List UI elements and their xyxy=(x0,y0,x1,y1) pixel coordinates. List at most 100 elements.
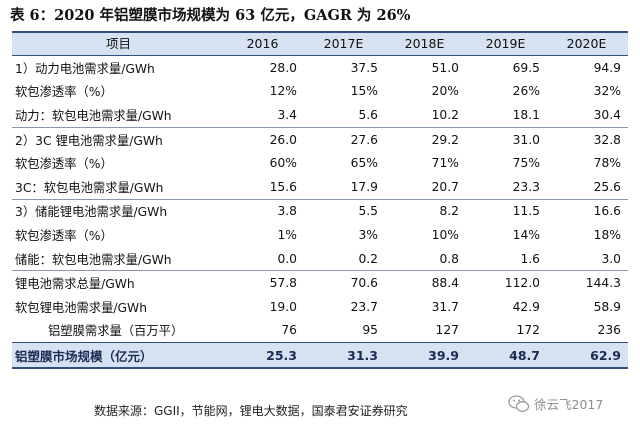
header-2020e: 2020E xyxy=(566,36,607,51)
row-label: 软包渗透率（%） xyxy=(15,85,113,100)
table-row: 软包锂电池需求量/GWh 19.0 23.7 31.7 42.9 58.9 xyxy=(12,295,628,319)
row-label: 软包渗透率（%） xyxy=(15,228,113,243)
table-row: 软包渗透率（%） 1% 3% 10% 14% 18% xyxy=(12,223,628,247)
header-item: 项目 xyxy=(105,36,131,51)
table-row: 2）3C 锂电池需求量/GWh 26.0 27.6 29.2 31.0 32.8 xyxy=(12,126,628,152)
row-value: 10% xyxy=(431,227,459,242)
row-value: 16.6 xyxy=(593,204,621,219)
table-row: 动力：软包电池需求量/GWh 3.4 5.6 10.2 18.1 30.4 xyxy=(12,103,628,127)
row-value: 14% xyxy=(512,227,540,242)
row-value: 127 xyxy=(435,323,459,338)
row-value: 18% xyxy=(593,227,621,242)
row-value: 88.4 xyxy=(431,276,459,291)
row-value: 31.0 xyxy=(512,132,540,147)
row-value: 3% xyxy=(358,227,378,242)
row-value: 75% xyxy=(512,156,540,171)
table-row: 3）储能锂电池需求量/GWh 3.8 5.5 8.2 11.5 16.6 xyxy=(12,198,628,224)
table-row: 3C：软包电池需求量/GWh 15.6 17.9 20.7 23.3 25.6 xyxy=(12,175,628,199)
row-value: 144.3 xyxy=(585,276,621,291)
row-value: 112.0 xyxy=(504,276,540,291)
header-2016: 2016 xyxy=(246,36,279,51)
data-source-note: 数据来源：GGII，节能网，锂电大数据，国泰君安证券研究 xyxy=(94,404,408,418)
row-value: 5.6 xyxy=(358,107,378,122)
row-value: 20% xyxy=(431,84,459,99)
row-value: 29.2 xyxy=(431,132,459,147)
row-value: 37.5 xyxy=(350,60,378,75)
row-value: 8.2 xyxy=(439,204,459,219)
row-label: 3）储能锂电池需求量/GWh xyxy=(15,205,168,220)
row-value: 172 xyxy=(516,323,540,338)
total-2020e: 62.9 xyxy=(590,347,621,363)
row-value: 25.6 xyxy=(593,179,621,194)
header-2017e: 2017E xyxy=(323,36,364,51)
row-value: 10.2 xyxy=(431,107,459,122)
row-value: 26.0 xyxy=(269,132,297,147)
total-label: 铝塑膜市场规模（亿元） xyxy=(15,348,153,364)
watermark-text: 徐云飞2017 xyxy=(534,397,604,412)
row-value: 27.6 xyxy=(350,132,378,147)
table-row: 铝塑膜需求量（百万平） 76 95 127 172 236 xyxy=(12,319,628,343)
header-2018e: 2018E xyxy=(404,36,445,51)
row-value: 3.8 xyxy=(277,204,297,219)
row-value: 51.0 xyxy=(431,60,459,75)
row-value: 65% xyxy=(350,156,378,171)
row-value: 23.7 xyxy=(350,299,378,314)
row-value: 94.9 xyxy=(593,60,621,75)
row-value: 69.5 xyxy=(512,60,540,75)
row-value: 3.0 xyxy=(601,251,621,266)
market-size-table: 项目 2016 2017E 2018E 2019E 2020E 1）动力电池需求… xyxy=(12,31,628,370)
row-value: 32.8 xyxy=(593,132,621,147)
row-value: 20.7 xyxy=(431,179,459,194)
row-value: 76 xyxy=(281,323,297,338)
row-value: 15.6 xyxy=(269,179,297,194)
row-value: 60% xyxy=(269,156,297,171)
total-2019e: 48.7 xyxy=(509,347,540,363)
total-row: 铝塑膜市场规模（亿元） 25.3 31.3 39.9 48.7 62.9 xyxy=(12,342,628,370)
row-value: 236 xyxy=(597,323,621,338)
row-value: 3.4 xyxy=(277,107,297,122)
total-2018e: 39.9 xyxy=(428,347,459,363)
table-body: 1）动力电池需求量/GWh 28.0 37.5 51.0 69.5 94.9 软包渗透率（%… xyxy=(12,56,628,342)
row-value: 30.4 xyxy=(593,107,621,122)
row-value: 57.8 xyxy=(269,276,297,291)
table-header: 项目 2016 2017E 2018E 2019E 2020E xyxy=(12,31,628,56)
row-value: 19.0 xyxy=(269,299,297,314)
row-label: 动力：软包电池需求量/GWh xyxy=(15,108,172,123)
row-label: 锂电池需求总量/GWh xyxy=(15,277,135,292)
row-value: 18.1 xyxy=(512,107,540,122)
row-value: 32% xyxy=(593,84,621,99)
row-value: 71% xyxy=(431,156,459,171)
table-row: 1）动力电池需求量/GWh 28.0 37.5 51.0 69.5 94.9 xyxy=(12,56,628,80)
table-row: 软包渗透率（%） 12% 15% 20% 26% 32% xyxy=(12,80,628,104)
table-title: 表 6：2020 年铝塑膜市场规模为 63 亿元，GAGR 为 26% xyxy=(10,7,411,24)
row-value: 12% xyxy=(269,84,297,99)
row-value: 70.6 xyxy=(350,276,378,291)
row-value: 78% xyxy=(593,156,621,171)
total-2017e: 31.3 xyxy=(347,347,378,363)
row-value: 5.5 xyxy=(358,204,378,219)
header-2019e: 2019E xyxy=(485,36,526,51)
row-label: 1）动力电池需求量/GWh xyxy=(15,61,155,76)
row-value: 1% xyxy=(277,227,297,242)
table-row: 锂电池需求总量/GWh 57.8 70.6 88.4 112.0 144.3 xyxy=(12,270,628,295)
row-label: 储能：软包电池需求量/GWh xyxy=(15,252,172,267)
row-value: 95 xyxy=(362,323,378,338)
row-value: 58.9 xyxy=(593,299,621,314)
row-value: 31.7 xyxy=(431,299,459,314)
wechat-icon xyxy=(508,394,530,413)
row-value: 23.3 xyxy=(512,179,540,194)
row-label: 2）3C 锂电池需求量/GWh xyxy=(15,133,163,148)
row-label: 3C：软包电池需求量/GWh xyxy=(15,180,164,195)
row-value: 11.5 xyxy=(512,204,540,219)
row-value: 17.9 xyxy=(350,179,378,194)
row-value: 0.0 xyxy=(277,251,297,266)
total-2016: 25.3 xyxy=(266,347,297,363)
row-value: 0.2 xyxy=(358,251,378,266)
row-label: 软包渗透率（%） xyxy=(15,157,113,172)
row-label: 软包锂电池需求量/GWh xyxy=(15,300,147,315)
row-label: 铝塑膜需求量（百万平） xyxy=(48,324,184,339)
row-value: 26% xyxy=(512,84,540,99)
row-value: 15% xyxy=(350,84,378,99)
row-value: 0.8 xyxy=(439,251,459,266)
row-value: 1.6 xyxy=(520,251,540,266)
